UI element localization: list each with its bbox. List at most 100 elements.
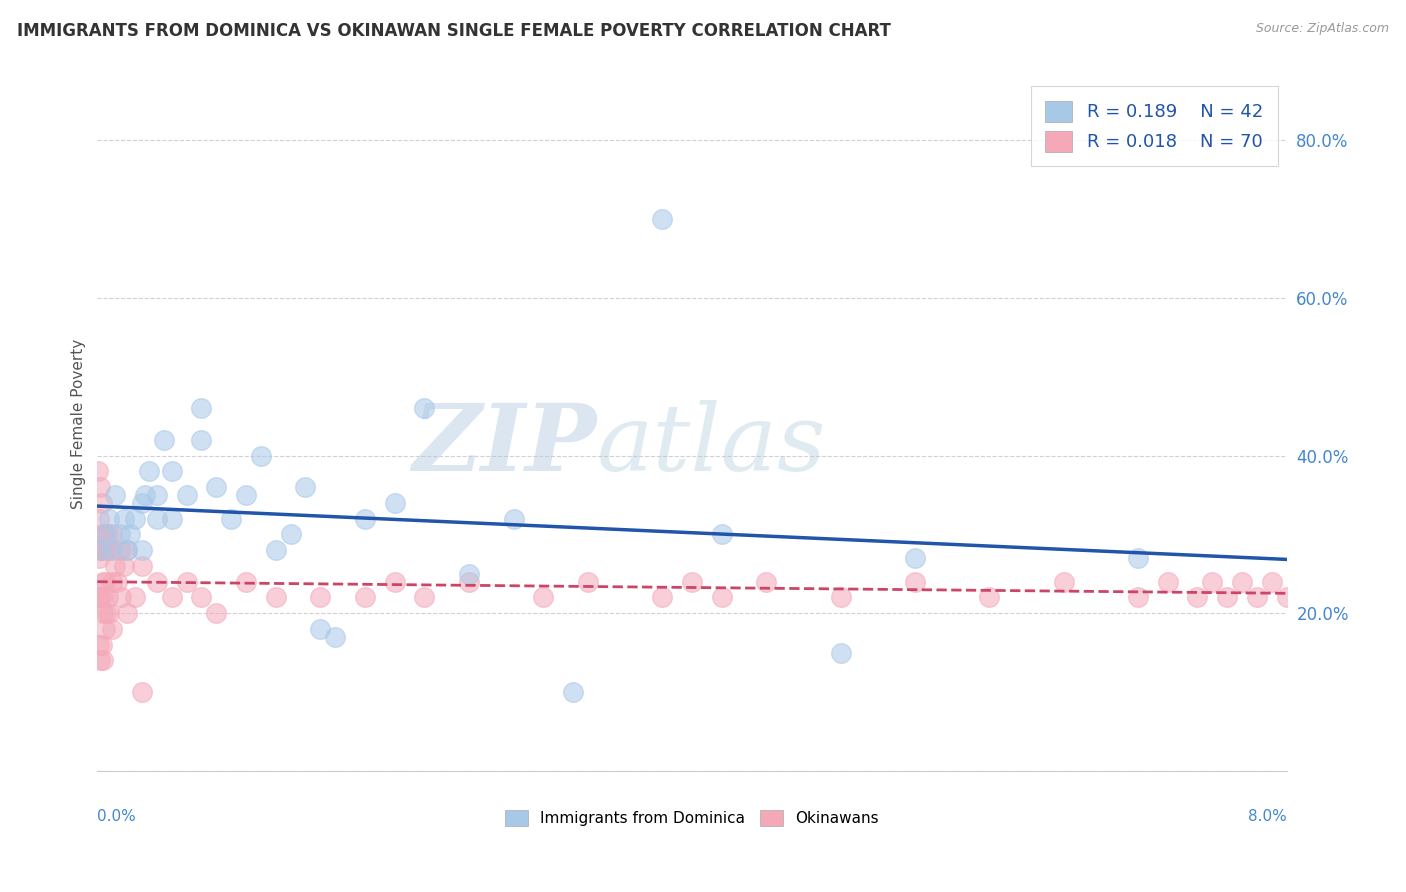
Point xyxy=(108,527,131,541)
Text: atlas: atlas xyxy=(596,400,827,490)
Point xyxy=(94,527,117,541)
Point xyxy=(101,574,124,589)
Text: 0.0%: 0.0% xyxy=(97,809,136,824)
Point xyxy=(309,622,332,636)
Point xyxy=(250,449,273,463)
Point xyxy=(112,511,135,525)
Point xyxy=(94,622,117,636)
Point xyxy=(458,566,481,581)
Point xyxy=(87,511,110,525)
Point xyxy=(205,606,228,620)
Point xyxy=(101,543,124,558)
Point xyxy=(115,543,138,558)
Point xyxy=(160,511,183,525)
Point xyxy=(96,606,118,620)
Point xyxy=(1261,574,1284,589)
Point xyxy=(160,464,183,478)
Point xyxy=(115,543,138,558)
Point xyxy=(190,401,212,416)
Point xyxy=(294,480,316,494)
Point xyxy=(1230,574,1253,589)
Point xyxy=(309,591,332,605)
Text: Source: ZipAtlas.com: Source: ZipAtlas.com xyxy=(1256,22,1389,36)
Point xyxy=(89,591,111,605)
Y-axis label: Single Female Poverty: Single Female Poverty xyxy=(72,339,86,509)
Point xyxy=(87,591,110,605)
Point xyxy=(205,480,228,494)
Point xyxy=(1052,574,1074,589)
Point xyxy=(91,653,114,667)
Point xyxy=(176,574,198,589)
Point xyxy=(131,558,153,573)
Point xyxy=(235,574,257,589)
Point xyxy=(904,574,927,589)
Point xyxy=(458,574,481,589)
Point xyxy=(110,591,132,605)
Point xyxy=(1201,574,1223,589)
Point xyxy=(531,591,554,605)
Point xyxy=(280,527,302,541)
Point xyxy=(354,511,377,525)
Point xyxy=(413,401,436,416)
Point xyxy=(413,591,436,605)
Point xyxy=(651,591,673,605)
Point xyxy=(190,433,212,447)
Point xyxy=(131,496,153,510)
Point xyxy=(104,558,127,573)
Point xyxy=(681,574,703,589)
Point xyxy=(354,591,377,605)
Point xyxy=(89,480,111,494)
Point xyxy=(115,606,138,620)
Point xyxy=(146,488,169,502)
Point xyxy=(91,606,114,620)
Point xyxy=(384,496,406,510)
Point xyxy=(710,591,733,605)
Point xyxy=(176,488,198,502)
Point xyxy=(90,638,112,652)
Point xyxy=(97,591,120,605)
Point xyxy=(576,574,599,589)
Point xyxy=(124,591,146,605)
Point xyxy=(755,574,778,589)
Point xyxy=(108,543,131,558)
Point xyxy=(91,527,114,541)
Point xyxy=(97,527,120,541)
Point xyxy=(94,527,117,541)
Point xyxy=(94,574,117,589)
Point xyxy=(1246,591,1268,605)
Point xyxy=(1187,591,1209,605)
Point xyxy=(96,543,118,558)
Point xyxy=(104,488,127,502)
Point xyxy=(98,511,121,525)
Point xyxy=(235,488,257,502)
Point xyxy=(105,574,128,589)
Point xyxy=(101,622,124,636)
Point xyxy=(124,511,146,525)
Point xyxy=(87,464,110,478)
Point xyxy=(1126,551,1149,566)
Point xyxy=(90,496,112,510)
Point xyxy=(90,591,112,605)
Point xyxy=(89,653,111,667)
Text: 8.0%: 8.0% xyxy=(1249,809,1286,824)
Point xyxy=(101,527,124,541)
Point xyxy=(134,488,156,502)
Point xyxy=(830,646,852,660)
Point xyxy=(160,591,183,605)
Point xyxy=(87,551,110,566)
Point xyxy=(98,606,121,620)
Point xyxy=(138,464,160,478)
Point xyxy=(91,574,114,589)
Point xyxy=(87,638,110,652)
Point xyxy=(120,527,142,541)
Point xyxy=(89,543,111,558)
Point xyxy=(131,543,153,558)
Point xyxy=(1126,591,1149,605)
Point xyxy=(146,511,169,525)
Point xyxy=(90,543,112,558)
Point xyxy=(651,212,673,227)
Point xyxy=(131,685,153,699)
Legend: R = 0.189    N = 42, R = 0.018    N = 70: R = 0.189 N = 42, R = 0.018 N = 70 xyxy=(1031,87,1278,166)
Point xyxy=(502,511,524,525)
Point xyxy=(146,574,169,589)
